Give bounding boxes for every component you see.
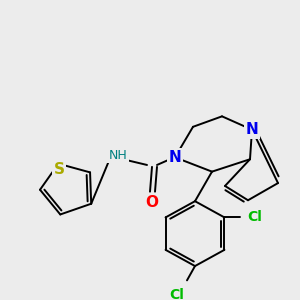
Text: Cl: Cl <box>169 288 184 300</box>
Text: S: S <box>54 162 65 177</box>
Text: N: N <box>169 150 182 165</box>
Text: Cl: Cl <box>247 210 262 224</box>
Text: NH: NH <box>109 149 128 162</box>
Text: O: O <box>146 195 158 210</box>
Text: N: N <box>246 122 258 137</box>
